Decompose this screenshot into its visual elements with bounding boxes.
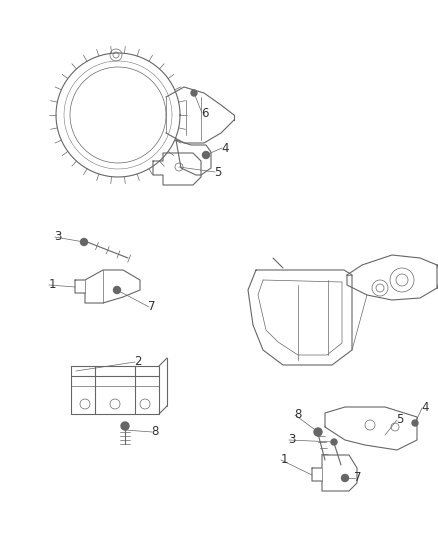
Text: 4: 4 xyxy=(420,401,428,415)
Text: 5: 5 xyxy=(396,414,403,426)
Circle shape xyxy=(202,151,209,158)
Text: 1: 1 xyxy=(279,454,287,466)
Circle shape xyxy=(313,428,321,436)
Text: 8: 8 xyxy=(293,408,301,422)
Circle shape xyxy=(330,439,336,445)
Circle shape xyxy=(113,287,120,294)
Text: 1: 1 xyxy=(48,279,56,292)
Text: 5: 5 xyxy=(214,166,221,179)
Circle shape xyxy=(121,422,129,430)
Text: 7: 7 xyxy=(353,472,361,484)
Circle shape xyxy=(80,238,87,246)
Circle shape xyxy=(411,420,417,426)
Text: 8: 8 xyxy=(151,425,158,439)
Text: 3: 3 xyxy=(288,433,295,447)
Circle shape xyxy=(191,90,197,96)
Text: 2: 2 xyxy=(134,356,141,368)
Circle shape xyxy=(113,52,119,58)
Text: 7: 7 xyxy=(148,301,155,313)
Text: 6: 6 xyxy=(201,107,208,119)
Circle shape xyxy=(341,474,348,481)
Text: 4: 4 xyxy=(221,141,228,155)
Text: 3: 3 xyxy=(54,230,62,244)
